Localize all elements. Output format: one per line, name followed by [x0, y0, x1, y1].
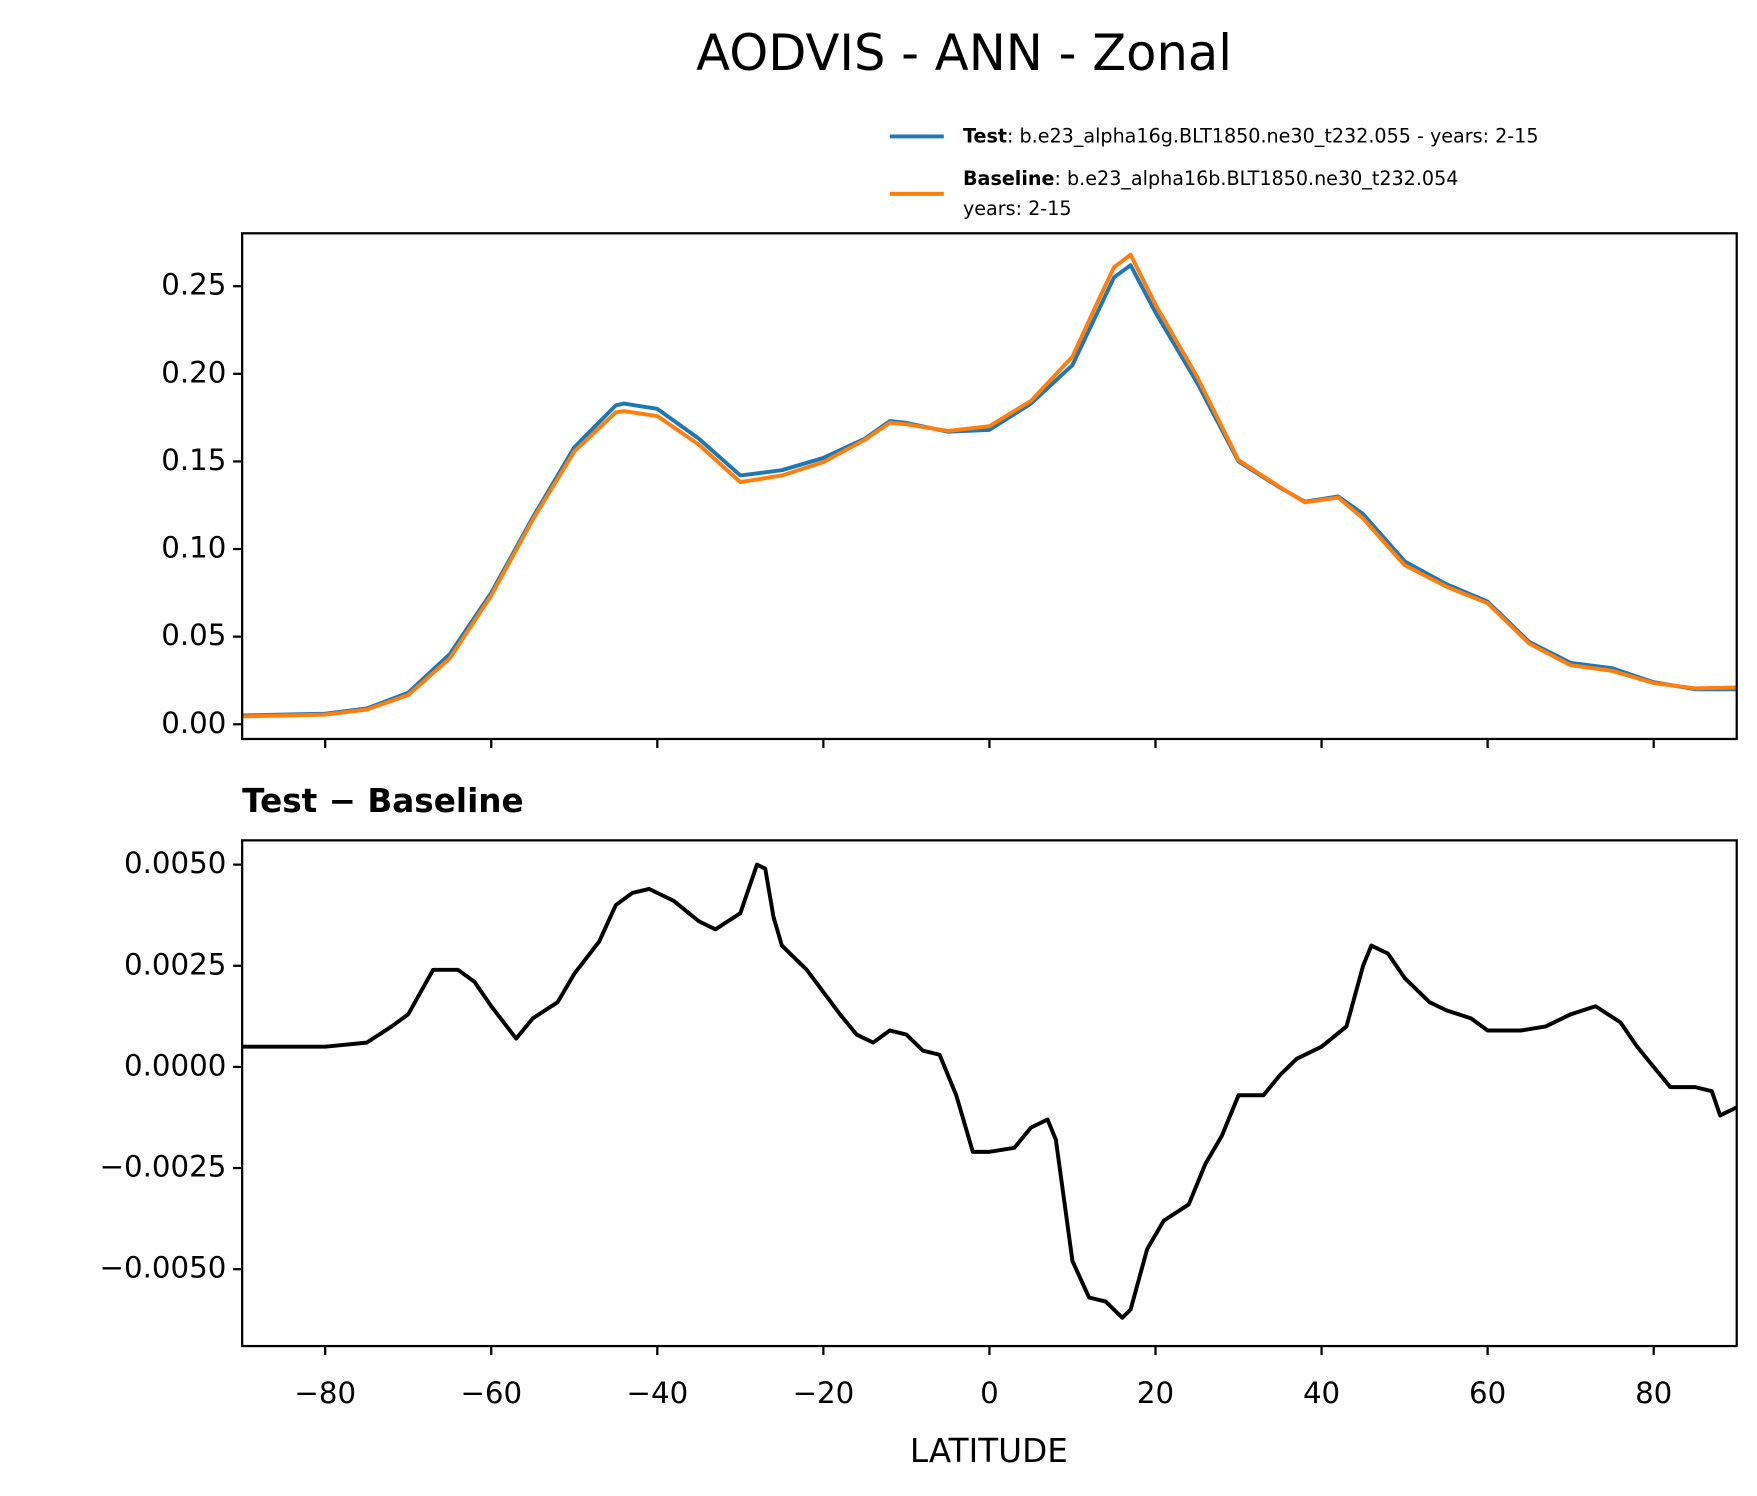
legend-description: : b.e23_alpha16b.BLT1850.ne30_t232.054: [1055, 167, 1459, 190]
y-tick-label: 0.00: [161, 706, 226, 740]
chart-title: AODVIS - ANN - Zonal: [696, 24, 1232, 82]
legend-name: Baseline: [963, 167, 1055, 190]
line: [242, 252, 1737, 719]
x-tick-label: 20: [1137, 1376, 1174, 1410]
y-tick-label: 0.0050: [124, 846, 226, 880]
plot-frame: [241, 232, 1738, 741]
x-tick-label: 80: [1635, 1376, 1672, 1410]
y-tick-label: 0.05: [161, 618, 226, 652]
line: [242, 263, 1737, 718]
y-tick-label: 0.10: [161, 531, 226, 565]
x-tick-label: −40: [626, 1376, 688, 1410]
y-tick-label: 0.0025: [124, 947, 226, 981]
x-tick-label: 40: [1303, 1376, 1340, 1410]
legend-label: Baseline: b.e23_alpha16b.BLT1850.ne30_t2…: [963, 167, 1458, 190]
x-axis-label: LATITUDE: [910, 1432, 1068, 1470]
legend-description: : b.e23_alpha16g.BLT1850.ne30_t232.055 -…: [1007, 124, 1539, 147]
x-tick-label: 0: [980, 1376, 999, 1410]
panel-title: Test − Baseline: [242, 782, 524, 820]
x-tick-label: 60: [1469, 1376, 1506, 1410]
legend-label: Test: b.e23_alpha16g.BLT1850.ne30_t232.0…: [963, 124, 1539, 147]
y-tick-label: 0.20: [161, 355, 226, 389]
x-tick-label: −20: [792, 1376, 854, 1410]
legend-name: Test: [963, 124, 1007, 147]
x-tick-label: −60: [460, 1376, 522, 1410]
x-tick-label: −80: [294, 1376, 356, 1410]
y-tick-label: 0.0000: [124, 1048, 226, 1082]
y-tick-label: −0.0025: [99, 1150, 226, 1184]
plot-frame: [241, 839, 1738, 1348]
legend-label: years: 2-15: [963, 197, 1072, 220]
y-tick-label: 0.25: [161, 268, 226, 302]
line: [242, 862, 1737, 1320]
y-tick-label: −0.0050: [99, 1251, 226, 1285]
y-tick-label: 0.15: [161, 443, 226, 477]
